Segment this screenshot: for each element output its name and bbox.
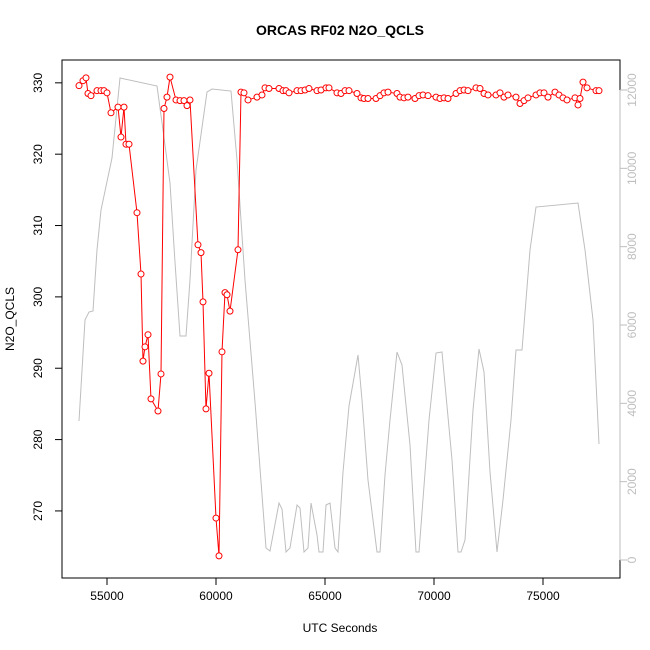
- data-point: [205, 369, 213, 377]
- data-point: [258, 91, 266, 99]
- data-point: [82, 74, 90, 82]
- data-point: [563, 96, 571, 104]
- y-tick-label: 320: [31, 144, 45, 164]
- y2-tick-label: 6000: [625, 311, 639, 338]
- data-point: [234, 246, 242, 254]
- data-point: [186, 96, 194, 104]
- y-tick-label: 270: [31, 501, 45, 521]
- data-point: [183, 102, 191, 110]
- data-point: [345, 87, 353, 95]
- data-point: [325, 84, 333, 92]
- data-point: [496, 89, 504, 97]
- data-point: [157, 370, 165, 378]
- data-point: [163, 93, 171, 101]
- x-tick-label: 75000: [526, 589, 560, 603]
- data-point: [218, 348, 226, 356]
- data-point: [141, 343, 149, 351]
- data-point: [305, 85, 313, 93]
- data-point: [117, 133, 125, 141]
- data-point: [512, 93, 520, 101]
- series-line: [78, 76, 600, 556]
- data-point: [133, 209, 141, 217]
- data-point: [583, 84, 591, 92]
- y-tick-label: 280: [31, 429, 45, 449]
- y-tick-label: 310: [31, 215, 45, 235]
- y-axis-label: N2O_QCLS: [3, 287, 17, 351]
- series-line: [78, 77, 600, 554]
- data-point: [424, 92, 432, 100]
- data-point: [212, 514, 220, 522]
- data-point: [139, 357, 147, 365]
- data-point: [364, 95, 372, 103]
- y2-tick-label: 10000: [625, 151, 639, 185]
- data-point: [120, 103, 128, 111]
- data-point: [107, 109, 115, 117]
- y-tick-label: 300: [31, 287, 45, 307]
- data-point: [265, 85, 273, 93]
- y2-tick-label: 4000: [625, 390, 639, 417]
- x-tick-label: 60000: [199, 589, 233, 603]
- data-point: [125, 140, 133, 148]
- data-point: [353, 90, 361, 98]
- data-point: [226, 307, 234, 315]
- y-tick-label: 330: [31, 72, 45, 92]
- data-point: [87, 92, 95, 100]
- data-point: [444, 95, 452, 103]
- data-point: [504, 91, 512, 99]
- x-tick-label: 55000: [90, 589, 124, 603]
- data-point: [194, 241, 202, 249]
- data-point: [484, 91, 492, 99]
- y-tick-label: 290: [31, 358, 45, 378]
- data-point: [540, 89, 548, 97]
- data-point: [595, 87, 603, 95]
- data-point: [114, 103, 122, 111]
- x-axis-label: UTC Seconds: [303, 621, 378, 635]
- y2-tick-label: 0: [625, 556, 639, 563]
- data-point: [579, 78, 587, 86]
- data-point: [244, 96, 252, 104]
- data-point: [199, 298, 207, 306]
- data-point: [147, 395, 155, 403]
- data-point: [576, 95, 584, 103]
- data-point: [197, 249, 205, 257]
- data-point: [384, 88, 392, 96]
- x-tick-label: 65000: [308, 589, 342, 603]
- data-point: [154, 407, 162, 415]
- data-point: [464, 87, 472, 95]
- data-point: [285, 89, 293, 97]
- data-point: [103, 89, 111, 97]
- data-point: [404, 93, 412, 101]
- data-point: [215, 552, 223, 560]
- data-point: [202, 405, 210, 413]
- chart-title: ORCAS RF02 N2O_QCLS: [256, 22, 424, 38]
- data-point: [240, 89, 248, 97]
- data-point: [75, 82, 83, 90]
- y2-tick-label: 2000: [625, 468, 639, 495]
- data-point: [137, 270, 145, 278]
- x-tick-label: 70000: [417, 589, 451, 603]
- data-point: [160, 105, 168, 113]
- data-point: [144, 331, 152, 339]
- data-point: [223, 291, 231, 299]
- y2-tick-label: 12000: [625, 73, 639, 107]
- data-point: [524, 94, 532, 102]
- data-point: [166, 73, 174, 81]
- data-point: [544, 93, 552, 101]
- data-point: [574, 101, 582, 109]
- data-point: [476, 85, 484, 93]
- y2-tick-label: 8000: [625, 233, 639, 260]
